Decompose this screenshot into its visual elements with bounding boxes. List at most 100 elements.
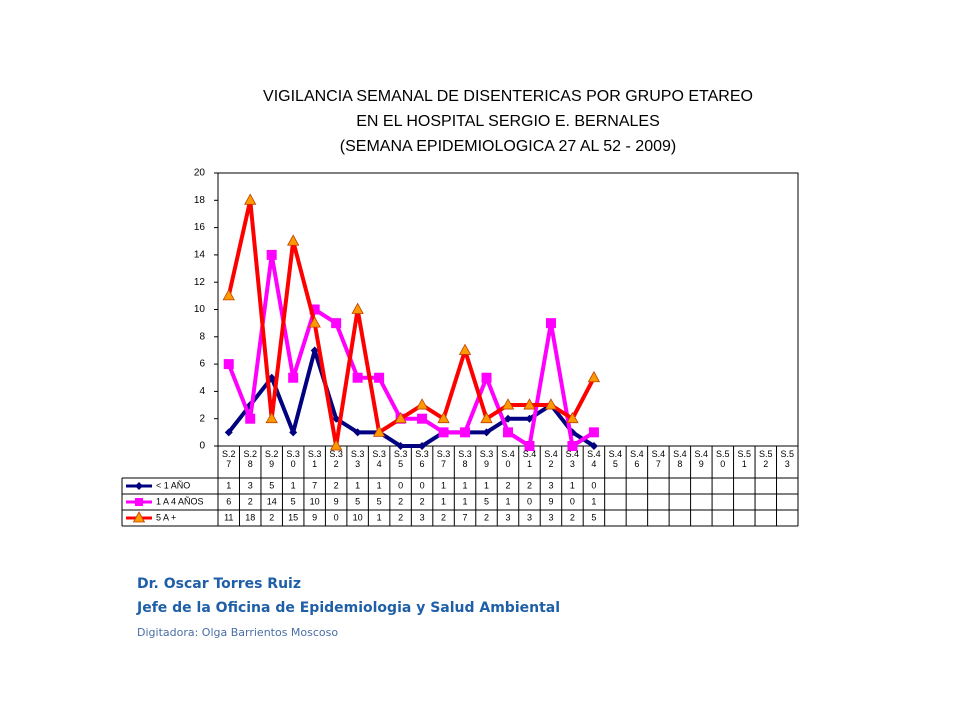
x-tick-label: S.50: [716, 449, 730, 469]
x-tick-label: S.46: [630, 449, 644, 469]
marker: [266, 249, 277, 260]
table-value: 0: [420, 480, 425, 490]
marker: [567, 441, 578, 451]
y-tick-label: 10: [194, 304, 206, 315]
table-value: 10: [310, 496, 320, 506]
marker: [289, 428, 298, 437]
chart-title: VIGILANCIA SEMANAL DE DISENTERICAS POR G…: [263, 88, 753, 105]
x-tick-label: S.30: [286, 449, 300, 469]
marker: [351, 302, 364, 314]
table-value: 5: [291, 496, 296, 506]
marker: [352, 372, 363, 383]
x-tick-label: S.52: [759, 449, 773, 469]
table-value: 18: [245, 512, 255, 522]
table-value: 1: [226, 480, 231, 490]
marker: [525, 414, 534, 423]
y-tick-label: 18: [194, 195, 206, 206]
marker: [415, 398, 429, 410]
table-value: 2: [398, 496, 403, 506]
table-value: 1: [291, 480, 296, 490]
table-value: 0: [570, 496, 575, 506]
marker: [265, 411, 278, 424]
table-value: 1: [441, 480, 446, 490]
marker: [223, 359, 234, 370]
legend-label: 5 A +: [156, 512, 176, 522]
marker: [224, 428, 233, 437]
table-value: 2: [570, 512, 575, 522]
y-tick-label: 20: [194, 168, 206, 179]
legend-label: < 1 AÑO: [156, 480, 190, 490]
table-value: 11: [224, 512, 233, 522]
table-value: 3: [248, 480, 253, 490]
marker: [524, 441, 535, 451]
marker: [438, 427, 449, 438]
x-tick-label: S.51: [737, 449, 752, 469]
y-tick-label: 4: [199, 386, 205, 397]
marker: [309, 304, 320, 315]
legend-marker: [132, 511, 146, 523]
x-tick-label: S.41: [522, 449, 537, 469]
marker: [481, 372, 492, 383]
x-tick-label: S.28: [243, 449, 257, 469]
chart-title: (SEMANA EPIDEMIOLOGICA 27 AL 52 - 2009): [340, 138, 676, 155]
marker: [544, 398, 558, 410]
marker: [587, 370, 601, 383]
x-tick-label: S.42: [544, 449, 558, 469]
y-tick-label: 12: [194, 277, 206, 288]
footer-typist: Digitadora: Olga Barrientos Moscoso: [137, 626, 339, 639]
table-value: 2: [505, 480, 510, 490]
table-value: 5: [377, 496, 382, 506]
marker: [482, 428, 491, 437]
marker: [353, 428, 362, 437]
marker: [437, 411, 450, 424]
marker: [417, 413, 428, 424]
x-tick-label: S.32: [329, 449, 343, 469]
y-tick-label: 14: [194, 250, 206, 261]
marker: [501, 398, 515, 410]
table-value: 2: [527, 480, 532, 490]
table-value: 1: [591, 496, 596, 506]
table-value: 9: [334, 496, 339, 506]
x-tick-label: S.31: [307, 449, 322, 469]
marker: [329, 439, 343, 451]
x-tick-label: S.49: [694, 449, 709, 469]
x-tick-label: S.36: [415, 449, 429, 469]
x-tick-label: S.39: [479, 449, 494, 469]
x-tick-label: S.48: [673, 449, 687, 469]
marker: [394, 411, 407, 424]
table-value: 5: [484, 496, 489, 506]
marker: [310, 346, 319, 355]
marker: [588, 427, 599, 438]
table-value: 2: [441, 512, 446, 522]
marker: [287, 234, 300, 246]
table-value: 1: [355, 480, 360, 490]
x-tick-label: S.45: [608, 449, 623, 469]
marker: [460, 427, 471, 438]
x-tick-label: S.43: [565, 449, 580, 469]
table-value: 2: [484, 512, 489, 522]
x-tick-label: S.38: [458, 449, 472, 469]
x-tick-label: S.35: [393, 449, 408, 469]
table-value: 2: [398, 512, 403, 522]
marker: [545, 318, 556, 329]
marker: [245, 413, 256, 424]
marker: [504, 414, 512, 423]
marker: [418, 442, 427, 450]
table-value: 0: [591, 480, 596, 490]
legend-label: 1 A 4 AÑOS: [156, 496, 204, 506]
table-value: 2: [420, 496, 425, 506]
table-value: 1: [377, 512, 382, 522]
x-tick-label: S.40: [501, 449, 515, 469]
table-value: 2: [248, 496, 253, 506]
table-value: 9: [548, 496, 553, 506]
x-tick-label: S.53: [780, 449, 794, 469]
table-value: 1: [484, 480, 489, 490]
series-line: [226, 252, 595, 448]
y-tick-label: 0: [199, 441, 205, 452]
table-value: 10: [353, 512, 363, 522]
table-value: 3: [527, 512, 532, 522]
table-value: 5: [269, 480, 274, 490]
marker: [589, 442, 598, 450]
table-value: 1: [570, 480, 575, 490]
